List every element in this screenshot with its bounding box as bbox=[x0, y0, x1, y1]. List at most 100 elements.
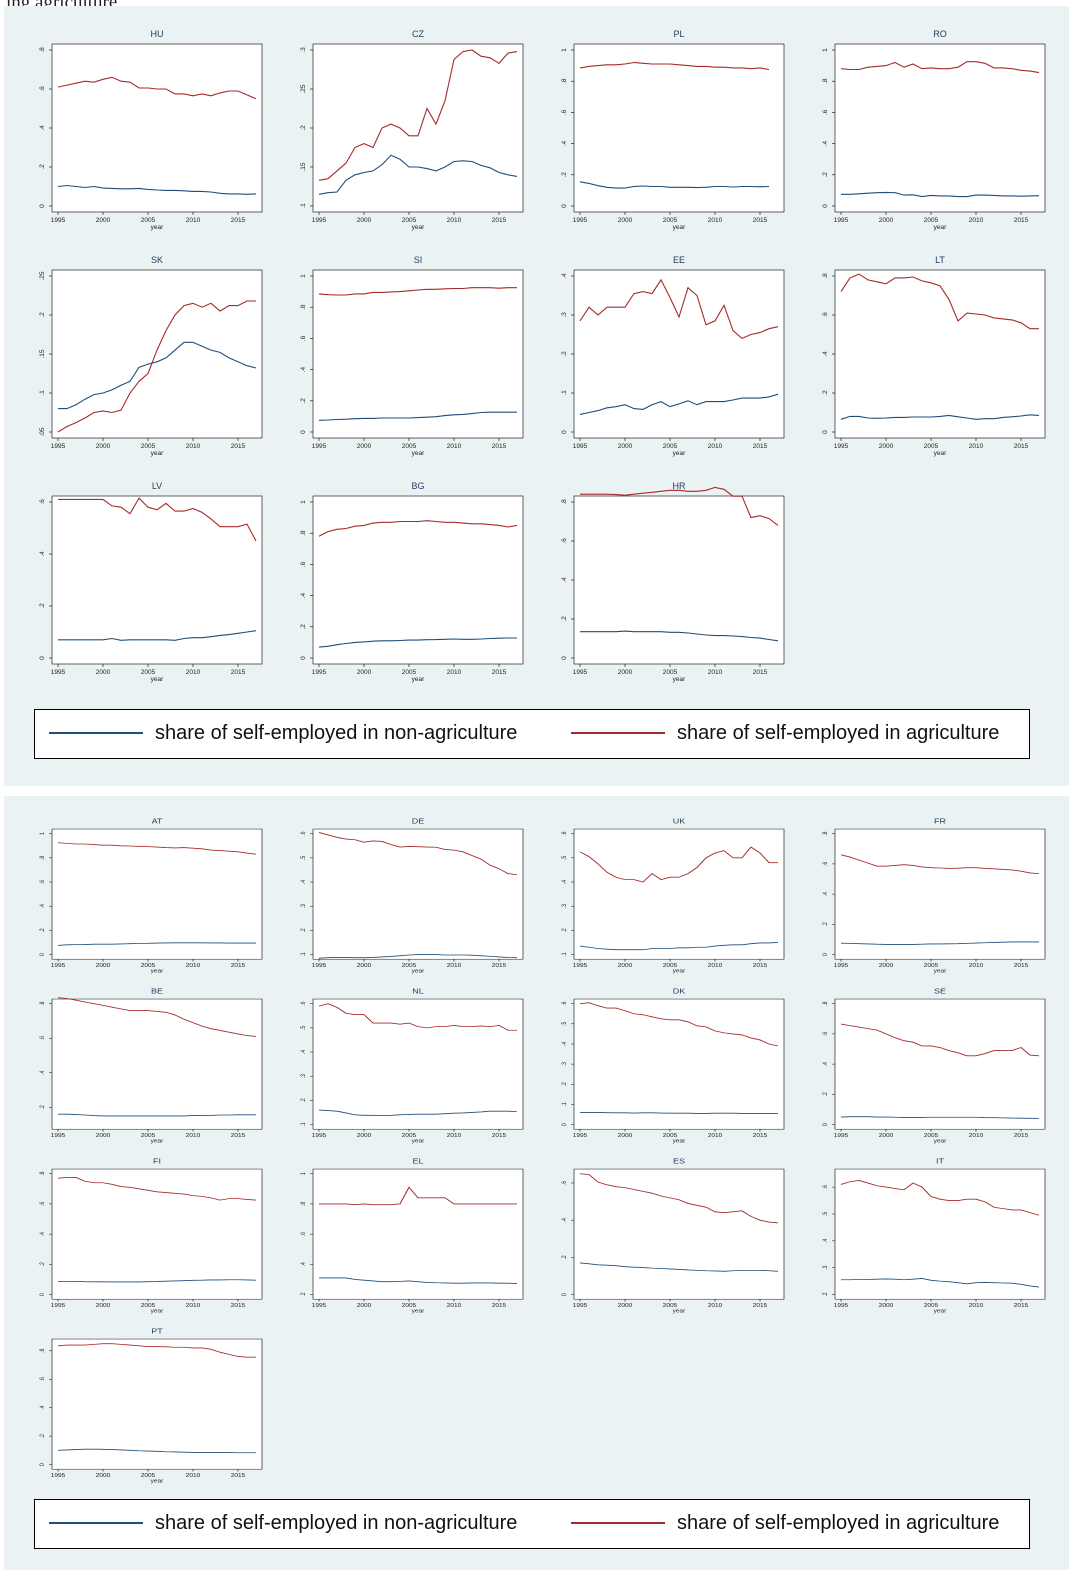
x-tick-label: 2015 bbox=[1014, 1303, 1028, 1308]
y-tick-label: .2 bbox=[562, 1082, 569, 1086]
x-tick-label: 2015 bbox=[1014, 963, 1028, 968]
series-line-non-agri bbox=[840, 1116, 1040, 1119]
series-line-non-agri bbox=[58, 341, 257, 410]
x-tick-label: 2005 bbox=[402, 1303, 416, 1308]
x-tick-label: 2010 bbox=[969, 217, 984, 224]
y-tick-label: .2 bbox=[39, 603, 46, 609]
y-tick-label: .4 bbox=[300, 367, 307, 373]
y-tick-label: .4 bbox=[301, 1262, 308, 1267]
y-tick-label: .2 bbox=[561, 351, 568, 357]
x-tick-label: 2000 bbox=[618, 1133, 632, 1138]
x-axis-label: year bbox=[412, 1309, 425, 1314]
chart-title: NL bbox=[412, 988, 424, 996]
x-tick-label: 1995 bbox=[312, 1133, 326, 1138]
x-axis-label: year bbox=[673, 450, 686, 457]
x-tick-label: 2015 bbox=[492, 963, 506, 968]
x-tick-label: 2005 bbox=[402, 443, 417, 450]
x-tick-label: 2000 bbox=[357, 963, 371, 968]
x-tick-label: 2015 bbox=[1014, 217, 1029, 224]
series-line-agri bbox=[579, 61, 770, 71]
series-line-non-agri bbox=[58, 1113, 256, 1117]
x-tick-label: 2010 bbox=[708, 217, 723, 224]
y-tick-label: .25 bbox=[39, 271, 46, 280]
x-tick-label: 1995 bbox=[312, 963, 326, 968]
chart-title: PT bbox=[151, 1328, 163, 1336]
series-line-agri bbox=[318, 1003, 517, 1031]
x-tick-label: 1995 bbox=[51, 1303, 65, 1308]
y-tick-label: .2 bbox=[562, 1255, 569, 1259]
y-tick-label: .6 bbox=[822, 109, 829, 115]
plot-area bbox=[51, 998, 263, 1130]
x-tick-label: 2010 bbox=[186, 443, 201, 450]
x-tick-label: 1995 bbox=[312, 669, 327, 676]
y-tick-label: .1 bbox=[301, 1122, 308, 1126]
chart-title: FR bbox=[934, 818, 946, 826]
x-axis-label: year bbox=[673, 969, 686, 974]
y-tick-label: 1 bbox=[40, 832, 47, 835]
x-tick-label: 1995 bbox=[51, 217, 66, 224]
x-tick-label: 2005 bbox=[924, 963, 938, 968]
chart-svg: PL 0 .2 .4 .6 .8 1 1995 2000 2005 2010 2015 year bbox=[561, 29, 785, 231]
y-tick-label: 0 bbox=[39, 204, 46, 208]
chart-title: DE bbox=[412, 818, 425, 826]
chart-de: DE .1 .2 .3 .4 .5 .6 1995 2000 2005 2010 2015 year bbox=[273, 812, 531, 977]
y-tick-label: .6 bbox=[40, 1036, 47, 1040]
y-tick-label: .4 bbox=[561, 141, 568, 147]
chart-nl: NL .1 .2 .3 .4 .5 .6 1995 2000 2005 2010 2015 year bbox=[273, 982, 531, 1147]
y-tick-label: .1 bbox=[561, 390, 568, 396]
series-line-non-agri bbox=[579, 1262, 779, 1272]
chart-lt: LT 0 .2 .4 .6 .8 1995 2000 2005 2010 2015 year bbox=[795, 248, 1053, 461]
plot-area bbox=[573, 1168, 785, 1300]
x-axis-label: year bbox=[934, 1309, 947, 1314]
y-tick-label: .5 bbox=[562, 1022, 569, 1026]
y-tick-label: 0 bbox=[561, 430, 568, 434]
y-tick-label: .3 bbox=[300, 47, 307, 53]
chart-ro: RO 0 .2 .4 .6 .8 1 1995 2000 2005 2010 2015 year bbox=[795, 22, 1053, 235]
x-tick-label: 2010 bbox=[708, 669, 723, 676]
x-tick-label: 2010 bbox=[969, 1133, 983, 1138]
chart-title: PL bbox=[673, 29, 684, 39]
x-tick-label: 2015 bbox=[492, 1133, 506, 1138]
x-tick-label: 2005 bbox=[663, 669, 678, 676]
panel-cee: HU 0 .2 .4 .6 .8 1995 2000 2005 2010 2015 year CZ .1.… bbox=[4, 6, 1069, 786]
x-tick-label: 1995 bbox=[834, 217, 849, 224]
x-tick-label: 1995 bbox=[51, 1133, 65, 1138]
x-tick-label: 2000 bbox=[618, 443, 633, 450]
x-axis-label: year bbox=[934, 224, 947, 231]
x-tick-label: 2015 bbox=[492, 443, 507, 450]
x-tick-label: 2015 bbox=[231, 1133, 245, 1138]
y-tick-label: .3 bbox=[823, 1266, 830, 1270]
y-tick-label: .6 bbox=[40, 1202, 47, 1206]
x-axis-label: year bbox=[412, 969, 425, 974]
legend-swatch-non-agri bbox=[49, 1522, 143, 1524]
x-axis-label: year bbox=[673, 1139, 686, 1144]
y-tick-label: .8 bbox=[822, 78, 829, 84]
x-tick-label: 2015 bbox=[492, 669, 507, 676]
y-tick-label: .2 bbox=[300, 398, 307, 404]
chart-svg: EL .2 .4 .6 .8 1 1995 2000 2005 2010 2015 year bbox=[301, 1158, 524, 1314]
series-line-agri bbox=[57, 842, 257, 855]
y-tick-label: 1 bbox=[822, 48, 829, 52]
x-tick-label: 1995 bbox=[834, 1133, 848, 1138]
chart-ee: EE 0 .1 .2 .3 .4 1995 2000 2005 2010 2015 year bbox=[534, 248, 792, 461]
y-tick-label: .2 bbox=[40, 1105, 47, 1109]
y-tick-label: .4 bbox=[823, 1238, 830, 1243]
x-tick-label: 2010 bbox=[447, 1303, 461, 1308]
y-tick-label: 0 bbox=[40, 1463, 47, 1466]
x-tick-label: 2005 bbox=[402, 1133, 416, 1138]
y-tick-label: .3 bbox=[562, 904, 569, 908]
chart-svg: BG 0 .2 .4 .6 .8 1 1995 2000 2005 2010 2015 year bbox=[300, 481, 524, 683]
x-tick-label: 2005 bbox=[924, 1303, 938, 1308]
x-tick-label: 2015 bbox=[753, 1303, 767, 1308]
y-tick-label: 0 bbox=[562, 1123, 569, 1126]
y-tick-label: 1 bbox=[300, 274, 307, 278]
x-tick-label: 2005 bbox=[663, 963, 677, 968]
y-tick-label: 0 bbox=[822, 204, 829, 208]
x-axis-label: year bbox=[151, 224, 164, 231]
chart-title: AT bbox=[152, 818, 163, 826]
plot-area bbox=[573, 998, 785, 1130]
chart-pt: PT 0 .2 .4 .6 .8 1995 2000 2005 2010 2015 year bbox=[12, 1322, 270, 1487]
chart-svg: CZ .1 .15 .2 .25 .3 1995 2000 2005 2010 2015 year bbox=[300, 29, 524, 231]
chart-title: SI bbox=[414, 255, 423, 265]
chart-title: SK bbox=[151, 255, 163, 265]
